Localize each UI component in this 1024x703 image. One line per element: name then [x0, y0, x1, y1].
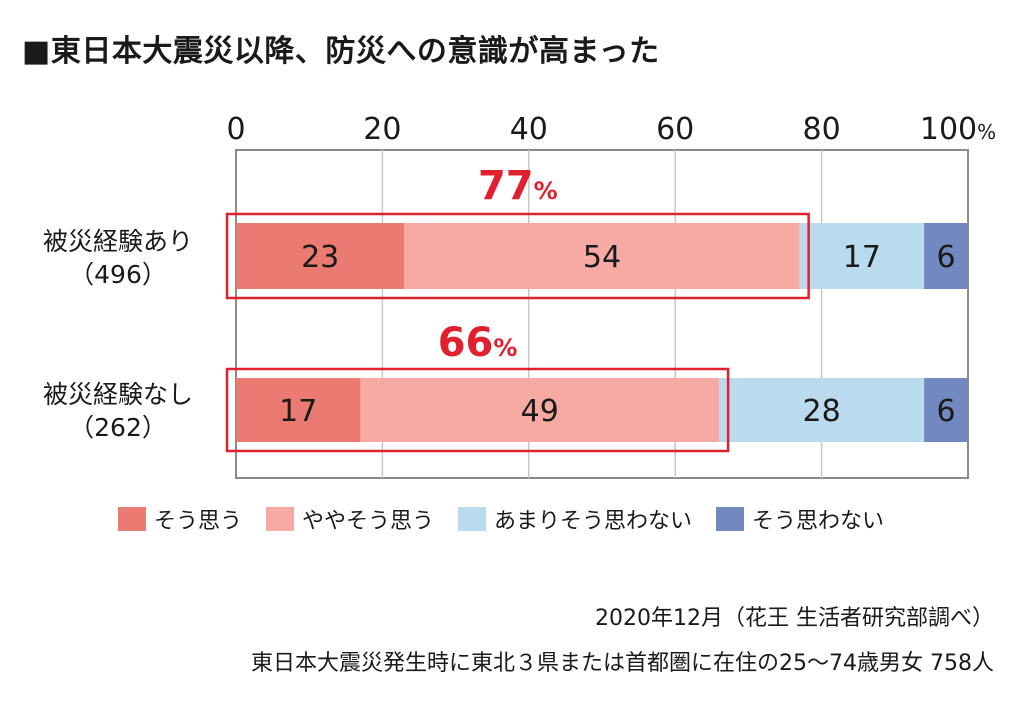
bar-segment: [719, 378, 925, 442]
bar-segment: [799, 223, 925, 289]
x-tick-label: 0: [226, 112, 245, 147]
category-count-label: （262）: [69, 413, 167, 442]
bar-segment: [236, 223, 405, 289]
x-tick-label: 80: [803, 112, 841, 147]
legend-label: あまりそう思わない: [494, 509, 693, 534]
data-label: 17: [279, 394, 317, 429]
data-label: 23: [301, 240, 339, 275]
x-tick-label: 100%: [920, 112, 996, 147]
data-label: 17: [843, 240, 881, 275]
bar-segment: [924, 223, 968, 289]
data-label: 28: [803, 394, 841, 429]
highlight-box: [225, 212, 810, 300]
annotation-unit: %: [534, 177, 558, 205]
x-unit-label: %: [977, 120, 996, 144]
data-label: 54: [583, 240, 621, 275]
legend-label: ややそう思う: [302, 509, 435, 534]
legend-label: そう思わない: [752, 509, 885, 534]
data-label: 6: [936, 394, 955, 429]
legend-item: ややそう思う: [266, 503, 434, 535]
x-tick-label: 40: [510, 112, 548, 147]
annotation-unit: %: [493, 334, 517, 362]
x-tick-label: 60: [656, 112, 694, 147]
category-label: 被災経験なし: [43, 380, 193, 409]
category-label: 被災経験あり: [43, 227, 193, 256]
legend-item: そう思わない: [716, 503, 884, 535]
legend-swatch: [118, 507, 146, 531]
category-count-label: （496）: [69, 260, 167, 289]
legend-swatch: [458, 507, 487, 531]
legend-swatch: [266, 507, 295, 531]
sample-note: 東日本大震災発生時に東北３県または首都圏に在住の25〜74歳男女 758人: [251, 651, 994, 676]
bar-segment: [360, 378, 720, 442]
chart-title: ■東日本大震災以降、防災への意識が高まった: [22, 34, 660, 69]
legend-swatch: [716, 507, 745, 531]
data-label: 49: [521, 394, 559, 429]
bar-segment: [236, 378, 361, 442]
legend: そう思う ややそう思う あまりそう思わない そう思わない: [118, 503, 908, 535]
data-label: 6: [936, 240, 955, 275]
bar-segment: [924, 378, 968, 442]
highlight-box: [225, 367, 730, 453]
legend-item: あまりそう思わない: [458, 503, 692, 535]
source-note: 2020年12月（花王 生活者研究部調べ）: [595, 606, 994, 631]
x-tick-label: 20: [363, 112, 401, 147]
legend-label: そう思う: [154, 509, 243, 534]
legend-item: そう思う: [118, 503, 242, 535]
bar-segment: [404, 223, 800, 289]
